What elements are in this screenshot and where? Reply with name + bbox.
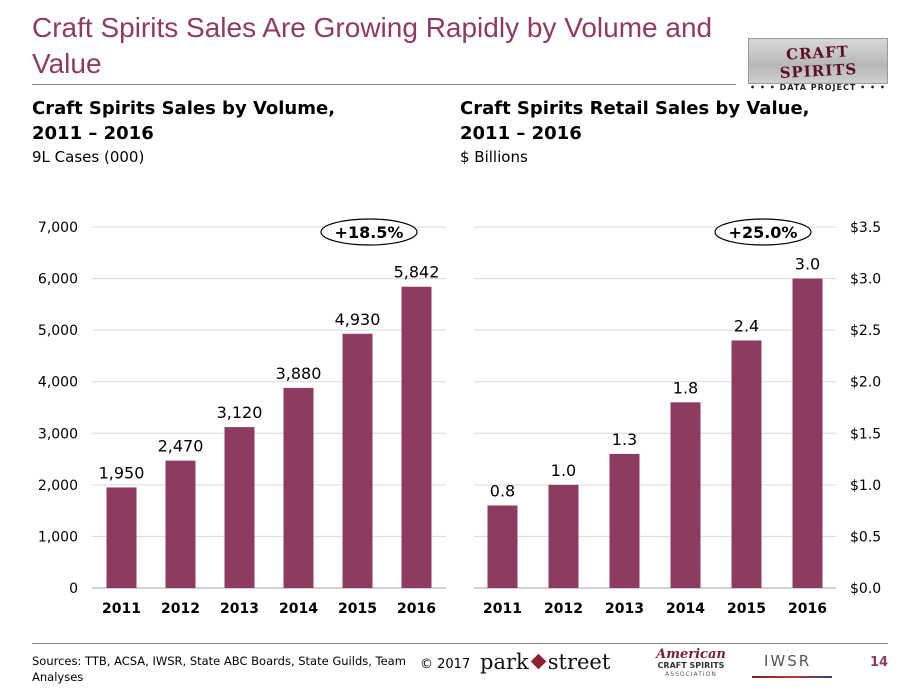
value-x-tick-label: 2016 — [788, 601, 827, 617]
volume-y-tick-label: 0 — [69, 581, 78, 597]
value-y-tick-label: $0.5 — [850, 529, 881, 545]
value-data-label: 1.8 — [673, 378, 698, 397]
left-chart-title-line1: Craft Spirits Sales by Volume, — [32, 98, 336, 119]
volume-growth-oval — [320, 218, 418, 246]
value-bar-2016 — [792, 278, 823, 588]
slide-title: Craft Spirits Sales Are Growing Rapidly … — [32, 12, 713, 79]
volume-y-tick-label: 6,000 — [38, 272, 78, 288]
value-growth-annotation: +25.0% — [729, 223, 798, 242]
acsa-logo: American CRAFT SPIRITS ASSOCIATION — [645, 648, 737, 678]
park-street-right: street — [547, 650, 611, 674]
volume-y-tick-label: 5,000 — [38, 323, 78, 339]
volume-y-tick-label: 2,000 — [38, 478, 78, 494]
value-data-label: 1.0 — [551, 461, 576, 480]
value-bar-2014 — [670, 402, 701, 588]
value-y-tick-label: $3.5 — [850, 220, 881, 236]
volume-bar-2014 — [283, 387, 314, 588]
volume-data-label: 5,842 — [394, 263, 440, 282]
value-x-tick-label: 2014 — [666, 601, 705, 617]
left-chart-unit: 9L Cases (000) — [32, 148, 145, 166]
volume-bar-2012 — [165, 460, 196, 588]
value-x-tick-label: 2011 — [483, 601, 522, 617]
value-growth-oval — [714, 218, 812, 246]
footer-divider — [32, 643, 888, 644]
value-y-tick-label: $1.5 — [850, 426, 881, 442]
logo-sub-text: • • • DATA PROJECT • • • — [749, 83, 886, 92]
value-y-tick-label: $1.0 — [850, 478, 881, 494]
value-bar-2011 — [487, 505, 518, 588]
park-street-left: park — [480, 650, 529, 674]
value-data-label: 3.0 — [795, 255, 820, 274]
volume-bar-2016 — [401, 286, 432, 588]
title-divider — [32, 84, 736, 85]
diamond-icon — [530, 653, 547, 670]
value-y-tick-label: $3.0 — [850, 272, 881, 288]
sources-note: Sources: TTB, ACSA, IWSR, State ABC Boar… — [32, 654, 406, 684]
craft-spirits-data-project-logo: CRAFT SPIRITS • • • DATA PROJECT • • • — [748, 38, 888, 92]
volume-y-tick-label: 3,000 — [38, 426, 78, 442]
page-number: 14 — [870, 655, 889, 670]
value-data-label: 0.8 — [490, 481, 515, 500]
volume-bar-2011 — [106, 487, 137, 588]
volume-y-tick-label: 1,000 — [38, 529, 78, 545]
value-y-tick-label: $2.0 — [850, 375, 881, 391]
value-x-tick-label: 2013 — [605, 601, 644, 617]
volume-y-tick-label: 4,000 — [38, 375, 78, 391]
volume-y-tick-label: 7,000 — [38, 220, 78, 236]
volume-bar-2015 — [342, 333, 373, 588]
acsa-line1: American — [656, 647, 726, 662]
volume-data-label: 3,880 — [276, 364, 322, 383]
volume-x-tick-label: 2016 — [397, 601, 436, 617]
acsa-line2: CRAFT SPIRITS — [657, 661, 725, 670]
value-bar-2012 — [548, 484, 579, 588]
volume-data-label: 2,470 — [158, 437, 204, 456]
value-x-tick-label: 2012 — [544, 601, 583, 617]
volume-x-tick-label: 2012 — [161, 601, 200, 617]
value-bar-2015 — [731, 340, 762, 588]
volume-x-tick-label: 2011 — [102, 601, 141, 617]
value-y-tick-label: $2.5 — [850, 323, 881, 339]
iwsr-underline — [752, 676, 832, 678]
acsa-line3: ASSOCIATION — [665, 671, 717, 678]
value-x-tick-label: 2015 — [727, 601, 766, 617]
volume-growth-annotation: +18.5% — [335, 223, 404, 242]
volume-x-tick-label: 2014 — [279, 601, 318, 617]
copyright: © 2017 — [420, 657, 471, 672]
iwsr-logo: IWSR — [764, 652, 812, 670]
volume-x-tick-label: 2015 — [338, 601, 377, 617]
right-chart-unit: $ Billions — [460, 148, 528, 166]
left-chart-heading: Craft Spirits Sales by Volume, 2011 – 20… — [32, 96, 335, 146]
volume-bar-2013 — [224, 427, 255, 588]
right-chart-heading: Craft Spirits Retail Sales by Value, 201… — [460, 96, 810, 146]
volume-x-tick-label: 2013 — [220, 601, 259, 617]
volume-data-label: 3,120 — [217, 403, 263, 422]
value-bar-2013 — [609, 453, 640, 588]
volume-data-label: 4,930 — [335, 310, 381, 329]
park-street-logo: park street — [480, 650, 610, 674]
left-chart-title-line2: 2011 – 2016 — [32, 123, 154, 144]
right-chart-title-line2: 2011 – 2016 — [460, 123, 582, 144]
value-y-tick-label: $0.0 — [850, 581, 881, 597]
value-data-label: 1.3 — [612, 430, 637, 449]
value-data-label: 2.4 — [734, 316, 759, 335]
volume-data-label: 1,950 — [99, 463, 145, 482]
right-chart-title-line1: Craft Spirits Retail Sales by Value, — [460, 98, 810, 119]
